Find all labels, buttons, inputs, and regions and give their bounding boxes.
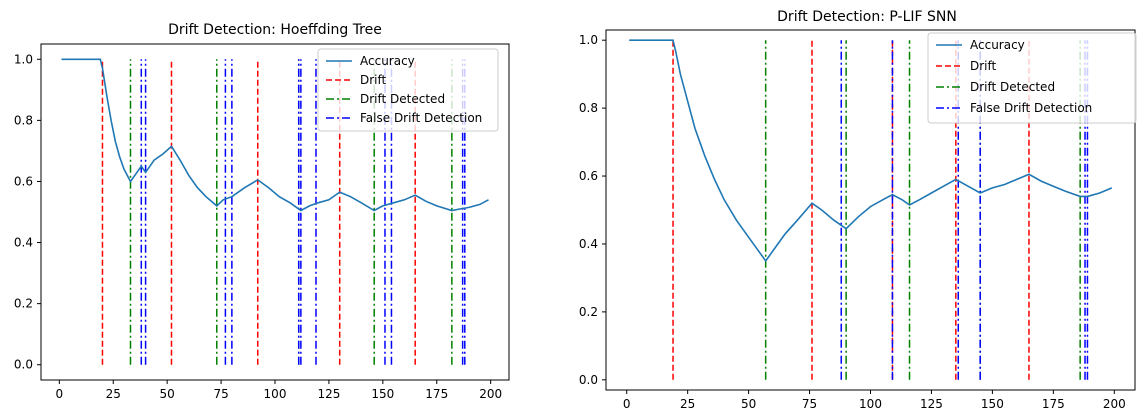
chart-title: Drift Detection: Hoeffding Tree [168, 22, 382, 38]
y-tick-label: 0.6 [579, 169, 598, 183]
x-tick-label: 200 [479, 387, 502, 401]
chart-title: Drift Detection: P-LIF SNN [777, 9, 957, 25]
legend-label: Drift Detected [970, 80, 1055, 94]
x-tick-label: 100 [859, 397, 882, 411]
legend-box [317, 48, 499, 132]
y-tick-label: 0.2 [14, 297, 33, 311]
x-tick-label: 75 [802, 397, 817, 411]
y-tick-label: 0.8 [579, 101, 598, 115]
x-tick-label: 0 [623, 397, 631, 411]
legend-label: Drift Detected [360, 92, 445, 106]
x-tick-label: 125 [920, 397, 943, 411]
y-tick-label: 0.0 [14, 358, 33, 372]
x-tick-label: 50 [160, 387, 175, 401]
y-tick-label: 0.0 [579, 373, 598, 387]
x-tick-label: 175 [1042, 397, 1065, 411]
y-tick-label: 0.4 [579, 237, 598, 251]
legend-label: False Drift Detection [970, 101, 1092, 115]
x-tick-label: 50 [741, 397, 756, 411]
x-tick-label: 25 [680, 397, 695, 411]
legend-box [927, 32, 1137, 124]
x-tick-label: 100 [264, 387, 287, 401]
x-tick-label: 175 [425, 387, 448, 401]
hoeffding-tree-plot: Drift Detection: Hoeffding Tree 0 25 50 75 1… [14, 22, 510, 401]
x-tick-label: 200 [1103, 397, 1126, 411]
legend-label: Drift [360, 73, 387, 87]
y-tick-label: 1.0 [14, 52, 33, 66]
x-tick-label: 150 [371, 387, 394, 401]
y-tick-label: 0.8 [14, 113, 33, 127]
x-tick-label: 25 [106, 387, 121, 401]
legend-label: Drift [970, 59, 997, 73]
x-tick-label: 150 [981, 397, 1004, 411]
legend-label: Accuracy [970, 38, 1025, 52]
legend-label: Accuracy [360, 54, 415, 68]
y-tick-label: 0.6 [14, 174, 33, 188]
y-tick-label: 1.0 [579, 33, 598, 47]
accuracy-line [629, 39, 1113, 263]
hoeffding-tree-chart: Drift Detection: Hoeffding Tree 0 25 50 75 1… [0, 0, 560, 416]
x-tick-label: 125 [317, 387, 340, 401]
y-tick-label: 0.2 [579, 305, 598, 319]
plif-snn-plot: Drift Detection: P-LIF SNN 0 25 50 75 100 125… [579, 9, 1137, 411]
plif-snn-chart: Drift Detection: P-LIF SNN 0 25 50 75 100 125… [560, 0, 1139, 416]
y-tick-label: 0.4 [14, 236, 33, 250]
legend-label: False Drift Detection [360, 111, 482, 125]
x-tick-label: 0 [56, 387, 64, 401]
x-tick-label: 75 [213, 387, 228, 401]
accuracy-line [61, 58, 489, 212]
